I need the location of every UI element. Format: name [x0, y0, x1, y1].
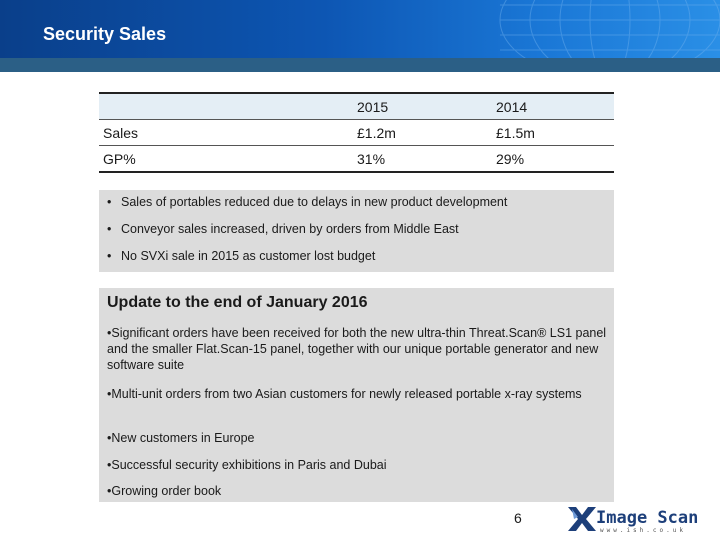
slide-title: Security Sales	[43, 24, 167, 44]
update-item: •Multi-unit orders from two Asian custom…	[107, 387, 582, 401]
bullet-item: • Sales of portables reduced due to delay…	[107, 195, 507, 209]
bullet-marker: •	[107, 249, 112, 263]
bullet-item: • No SVXi sale in 2015 as customer lost b…	[107, 249, 375, 263]
update-item: •New customers in Europe	[107, 431, 255, 445]
bullet-marker: •	[107, 222, 112, 236]
table-header-cell: 2014	[492, 92, 614, 120]
table-row: Sales £1.2m £1.5m	[99, 119, 614, 146]
bullet-marker: •	[107, 195, 112, 209]
update-box: Update to the end of January 2016 •Signi…	[99, 288, 614, 502]
bullet-item: • Conveyor sales increased, driven by ord…	[107, 222, 459, 236]
table-header-cell: 2015	[353, 92, 492, 120]
sales-table: 2015 2014 Sales £1.2m £1.5m GP% 31% 29%	[99, 92, 614, 173]
table-header-cell	[99, 92, 353, 120]
logo-url: www.ish.co.uk	[600, 527, 686, 534]
table-header-row: 2015 2014	[99, 92, 614, 120]
page-number: 6	[514, 510, 522, 526]
table-cell: £1.5m	[492, 119, 614, 146]
logo-name: Image Scan	[596, 508, 698, 528]
summary-bullets-box: • Sales of portables reduced due to delay…	[99, 190, 614, 272]
update-item: •Successful security exhibitions in Pari…	[107, 458, 387, 472]
image-scan-logo: Image Scan www.ish.co.uk	[568, 507, 698, 534]
table-cell: 29%	[492, 145, 614, 173]
table-cell: 31%	[353, 145, 492, 173]
table-cell: £1.2m	[353, 119, 492, 146]
table-cell: Sales	[99, 119, 353, 146]
update-heading: Update to the end of January 2016	[107, 294, 368, 311]
update-item: •Growing order book	[107, 484, 222, 498]
logo-x-icon	[568, 507, 596, 531]
bullet-text: Conveyor sales increased, driven by orde…	[121, 222, 459, 236]
bullet-text: No SVXi sale in 2015 as customer lost bu…	[121, 249, 376, 263]
table-row: GP% 31% 29%	[99, 145, 614, 173]
bullet-text: Sales of portables reduced due to delays…	[121, 195, 508, 209]
header-band	[0, 58, 720, 72]
update-item: •Significant orders have been received f…	[107, 326, 607, 372]
table-cell: GP%	[99, 145, 353, 173]
